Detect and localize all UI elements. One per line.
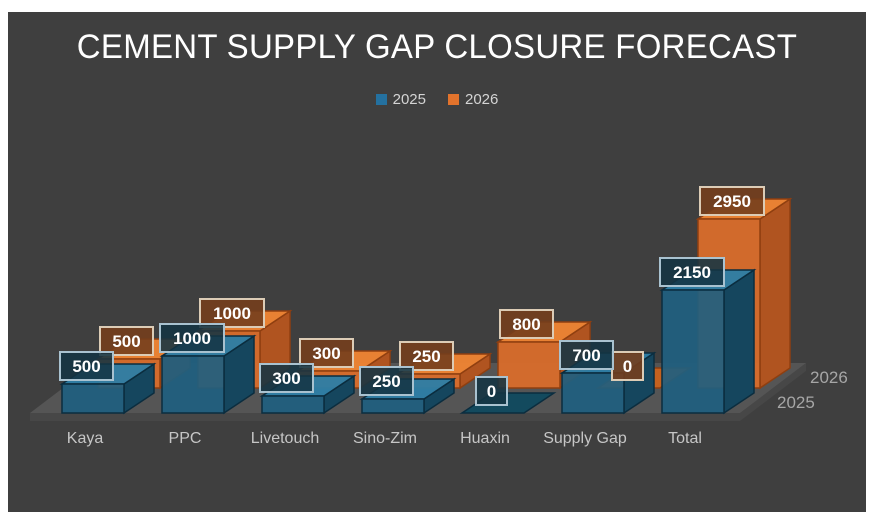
data-label-2026-Huaxin[interactable]: 800 [499, 309, 554, 339]
bar-front-face [661, 289, 725, 414]
data-label-2025-Huaxin[interactable]: 0 [475, 376, 508, 406]
data-label-value: 0 [623, 357, 632, 376]
data-label-box [59, 351, 114, 381]
bar-side-face [723, 268, 755, 415]
series-axis-label-2025[interactable]: 2025 [777, 393, 815, 412]
bar-2025-Total[interactable] [659, 268, 757, 415]
bar-front-face [497, 341, 561, 389]
data-label-box [259, 363, 314, 393]
chart-legend[interactable]: 2025 2026 [8, 91, 866, 108]
legend-label-2026: 2026 [465, 91, 499, 108]
data-label-2026-Sino-Zim[interactable]: 250 [399, 341, 454, 371]
legend-item-2026[interactable]: 2026 [448, 91, 498, 108]
chart-canvas[interactable]: 2025 2026 Kaya PPC Livetouch Sino-Zim Huaxin Su… [8, 12, 866, 512]
data-label-2026-Total[interactable]: 2950 [699, 186, 765, 216]
category-label-huaxin[interactable]: Huaxin [460, 430, 510, 447]
series-axis-label-2026[interactable]: 2026 [810, 368, 848, 387]
data-label-value: 250 [412, 347, 440, 366]
legend-label-2025: 2025 [392, 91, 426, 108]
data-label-2025-Sino-Zim[interactable]: 250 [359, 366, 414, 396]
category-label-kaya[interactable]: Kaya [67, 430, 104, 447]
data-label-box [159, 323, 225, 353]
data-label-2025-Total[interactable]: 2150 [659, 257, 725, 287]
data-label-value: 300 [272, 369, 300, 388]
data-label-box [499, 309, 554, 339]
data-label-box [299, 338, 354, 368]
data-label-box [99, 326, 154, 356]
legend-swatch-2026-icon [448, 94, 459, 105]
data-label-value: 500 [112, 332, 140, 351]
data-label-box [399, 341, 454, 371]
bar-front-face [161, 355, 225, 414]
slide: CEMENT SUPPLY GAP CLOSURE FORECAST 2025 … [8, 12, 866, 512]
data-label-value: 300 [312, 344, 340, 363]
data-label-2025-PPC[interactable]: 1000 [159, 323, 225, 353]
data-label-2026-PPC[interactable]: 1000 [199, 298, 265, 328]
chart-floor-edge [30, 413, 740, 421]
bar-front-face [361, 398, 425, 414]
category-label-supply-gap[interactable]: Supply Gap [543, 430, 627, 447]
data-label-2026-Supply Gap[interactable]: 0 [611, 351, 644, 381]
category-label-total[interactable]: Total [668, 430, 702, 447]
legend-swatch-2025-icon [375, 94, 387, 105]
data-label-box [199, 298, 265, 328]
chart-title[interactable]: CEMENT SUPPLY GAP CLOSURE FORECAST [76, 28, 798, 66]
data-label-2026-Livetouch[interactable]: 300 [299, 338, 354, 368]
bar-front-face [61, 383, 125, 414]
data-label-2025-Kaya[interactable]: 500 [59, 351, 114, 381]
data-label-value: 1000 [173, 329, 211, 348]
data-label-value: 700 [572, 346, 600, 365]
data-label-value: 1000 [213, 304, 251, 323]
bar-side-face [759, 197, 791, 390]
bar-front-face [561, 372, 625, 414]
data-label-box [699, 186, 765, 216]
data-label-2025-Supply Gap[interactable]: 700 [559, 340, 614, 370]
bar-front-face [261, 395, 325, 414]
data-label-2025-Livetouch[interactable]: 300 [259, 363, 314, 393]
category-label-ppc[interactable]: PPC [169, 430, 202, 447]
legend-item-2025[interactable]: 2025 [375, 91, 426, 108]
data-label-value: 0 [487, 382, 496, 401]
category-label-sino-zim[interactable]: Sino-Zim [353, 430, 417, 447]
data-label-box [559, 340, 614, 370]
data-label-value: 2950 [713, 192, 751, 211]
chart-floor-edge [740, 363, 806, 421]
data-label-box [611, 351, 644, 381]
data-label-value: 2150 [673, 263, 711, 282]
data-label-box [475, 376, 508, 406]
data-label-box [659, 257, 725, 287]
data-label-value: 250 [372, 372, 400, 391]
data-label-box [359, 366, 414, 396]
data-label-value: 800 [512, 315, 540, 334]
category-label-livetouch[interactable]: Livetouch [251, 430, 320, 447]
data-label-2026-Kaya[interactable]: 500 [99, 326, 154, 356]
data-label-value: 500 [72, 357, 100, 376]
